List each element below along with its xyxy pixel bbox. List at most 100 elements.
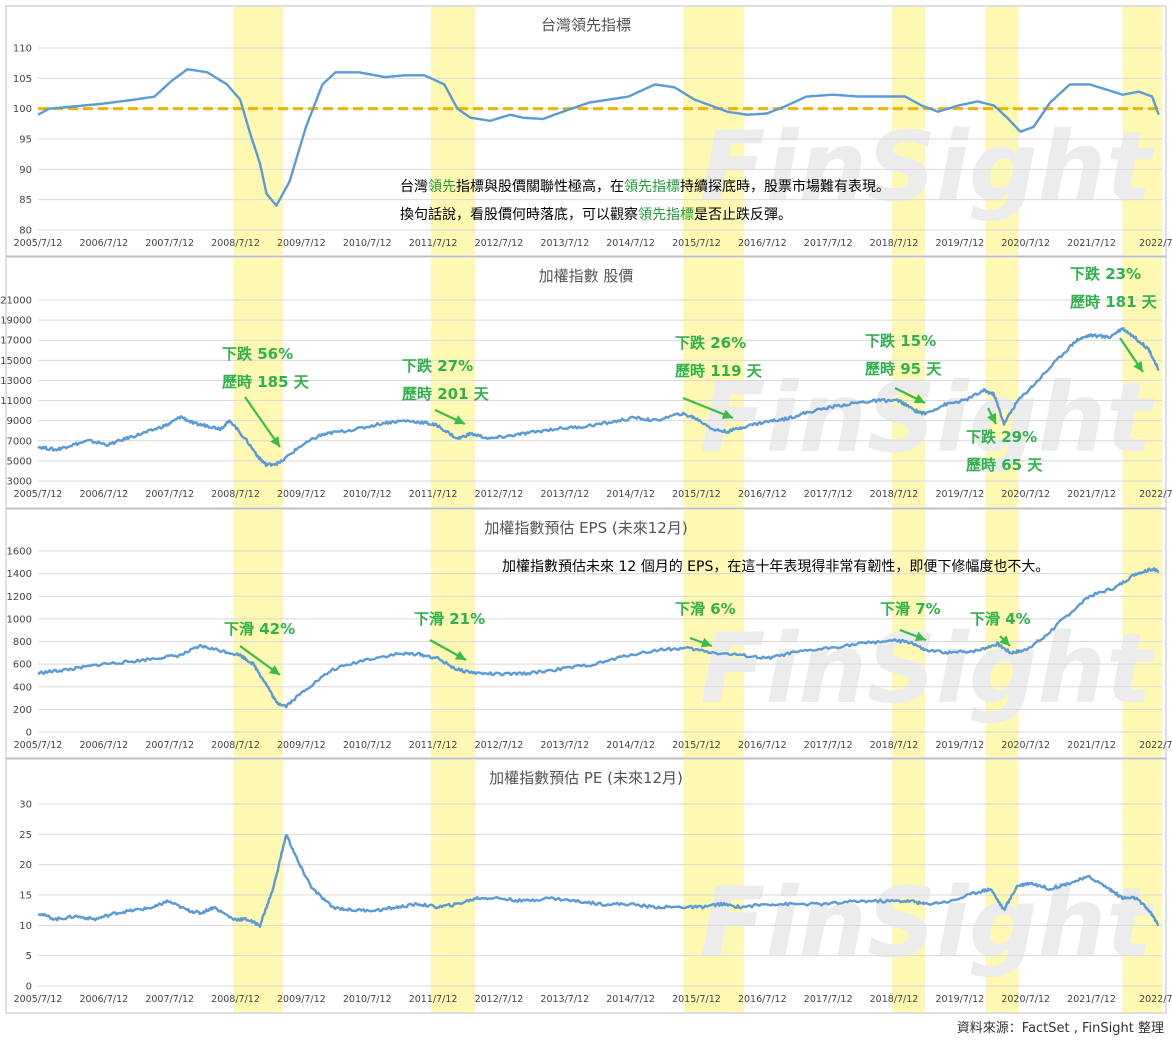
arrow-head (987, 412, 996, 424)
eps-drop-callout: 下滑 6% (675, 600, 736, 618)
x-tick-label: 2010/7/12 (343, 994, 392, 1005)
x-tick-label: 2021/7/12 (1067, 238, 1116, 249)
duration-callout: 歷時 95 天 (865, 360, 942, 378)
x-tick-label: 2016/7/12 (738, 238, 787, 249)
arrow-head (268, 665, 280, 675)
highlight-band (431, 760, 476, 1012)
annotation-text: 台灣 (400, 179, 428, 195)
panel-frame (5, 256, 1167, 509)
annotation-line-2: 換句話說，看股價何時落底，可以觀察領先指標是否止跌反彈。 (400, 206, 792, 223)
chart-title: 加權指數預估 EPS (未來12月) (484, 519, 687, 537)
y-tick-label: 400 (13, 682, 32, 693)
y-tick-label: 600 (13, 660, 32, 671)
x-tick-label: 2022/7/ (1139, 994, 1172, 1005)
series-line (37, 68, 1160, 207)
x-tick-label: 2007/7/12 (145, 489, 194, 500)
arrow-head (700, 637, 712, 648)
x-tick-label: 2011/7/12 (409, 489, 458, 500)
x-tick-label: 2014/7/12 (606, 740, 655, 751)
x-tick-label: 2022/7/ (1139, 238, 1172, 249)
chart-panel-1: FinSight 80 85 90 95 100 105 110 2005/7/12 2006/7… (5, 5, 1172, 257)
arrow-shaft (244, 396, 281, 448)
y-tick-label: 15000 (0, 356, 32, 367)
x-tick-label: 2015/7/12 (672, 489, 721, 500)
duration-callout: 歷時 201 天 (402, 385, 490, 403)
x-tick-label: 2019/7/12 (935, 740, 984, 751)
arrow-head (721, 409, 733, 419)
eps-drop-callout: 下滑 4% (970, 610, 1031, 628)
x-tick-label: 2019/7/12 (935, 489, 984, 500)
y-tick-label: 1200 (7, 592, 32, 603)
series-line (37, 834, 1160, 928)
x-tick-label: 2013/7/12 (540, 238, 589, 249)
y-tick-label: 21000 (0, 296, 32, 307)
y-tick-label: 19000 (0, 316, 32, 327)
duration-callout: 歷時 119 天 (675, 362, 763, 380)
chart-panel-4: FinSight 0 5 10 15 20 25 30 2005/7/12 2006/7/12 20… (5, 758, 1172, 1014)
x-tick-label: 2013/7/12 (540, 740, 589, 751)
y-tick-label: 1600 (7, 547, 32, 558)
x-tick-label: 2007/7/12 (145, 994, 194, 1005)
drop-callout: 下跌 27% (402, 357, 473, 375)
x-tick-label: 2016/7/12 (738, 994, 787, 1005)
drop-callout: 下跌 15% (865, 332, 936, 350)
x-tick-label: 2014/7/12 (606, 238, 655, 249)
y-tick-label: 800 (13, 637, 32, 648)
callout-arrow (1119, 337, 1144, 373)
arrow-head (454, 650, 466, 660)
callout-arrow (239, 645, 281, 676)
x-tick-label: 2009/7/12 (277, 489, 326, 500)
eps-drop-callout: 下滑 42% (224, 620, 295, 638)
x-tick-label: 2008/7/12 (211, 740, 260, 751)
y-tick-label: 13000 (0, 376, 32, 387)
x-tick-label: 2011/7/12 (409, 238, 458, 249)
x-tick-label: 2012/7/12 (475, 238, 524, 249)
y-tick-label: 10 (19, 921, 32, 932)
x-tick-label: 2005/7/12 (14, 489, 63, 500)
x-tick-label: 2009/7/12 (277, 994, 326, 1005)
chart-title: 台灣領先指標 (541, 16, 631, 34)
x-tick-label: 2012/7/12 (475, 740, 524, 751)
x-tick-label: 2010/7/12 (343, 489, 392, 500)
arrow-head (999, 635, 1010, 646)
x-tick-label: 2019/7/12 (935, 238, 984, 249)
drop-callout: 下跌 26% (675, 334, 746, 352)
x-tick-label: 2014/7/12 (606, 489, 655, 500)
callout-arrow (689, 636, 713, 648)
y-tick-label: 9000 (7, 416, 32, 427)
x-tick-label: 2010/7/12 (343, 740, 392, 751)
x-tick-label: 2022/7/ (1139, 740, 1172, 751)
highlight-band (892, 760, 925, 1012)
eps-annotation: 加權指數預估未來 12 個月的 EPS，在這十年表現得非常有韌性，即便下修幅度也… (502, 558, 1049, 575)
annotation-line-1: 台灣領先指標與股價關聯性極高，在領先指標持續探底時，股票市場難有表現。 (400, 178, 890, 195)
y-tick-label: 90 (19, 165, 32, 176)
callout-arrow (434, 409, 466, 425)
x-tick-label: 2016/7/12 (738, 740, 787, 751)
callout-arrow (682, 396, 734, 420)
arrow-head (914, 631, 926, 642)
x-tick-label: 2008/7/12 (211, 489, 260, 500)
x-tick-label: 2015/7/12 (672, 238, 721, 249)
y-tick-label: 20 (19, 860, 32, 871)
y-tick-label: 5 (26, 951, 32, 962)
x-tick-label: 2020/7/12 (1001, 489, 1050, 500)
x-tick-label: 2019/7/12 (935, 994, 984, 1005)
y-tick-label: 17000 (0, 336, 32, 347)
arrow-head (270, 435, 280, 447)
chart-panel-2: FinSight 3000 5000 7000 9000 11000 13000 15000 1… (0, 256, 1172, 509)
duration-callout: 歷時 181 天 (1070, 293, 1158, 311)
x-tick-label: 2017/7/12 (804, 740, 853, 751)
x-tick-label: 2007/7/12 (145, 238, 194, 249)
highlight-term: 領先指標 (638, 206, 694, 223)
x-tick-label: 2018/7/12 (870, 489, 919, 500)
y-tick-label: 11000 (0, 396, 32, 407)
watermark-logo: FinSight (700, 867, 1155, 979)
x-tick-label: 2020/7/12 (1001, 238, 1050, 249)
y-tick-label: 1400 (7, 569, 32, 580)
y-tick-label: 85 (19, 195, 32, 206)
x-tick-label: 2005/7/12 (14, 740, 63, 751)
highlight-band (431, 510, 476, 757)
annotation-text: 持續探底時，股票市場難有表現。 (680, 178, 890, 195)
highlight-band (683, 760, 744, 1012)
